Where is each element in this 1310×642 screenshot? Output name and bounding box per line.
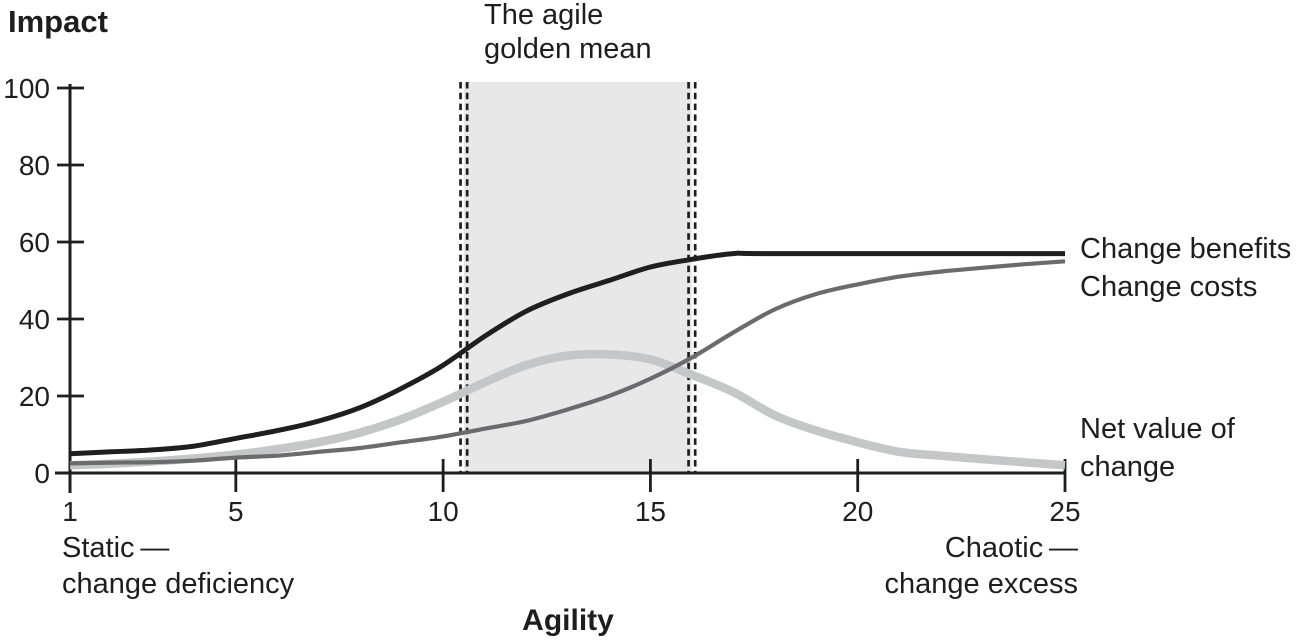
golden-mean-band-label: The agile golden mean <box>484 0 652 65</box>
series-line-net-value-of-change <box>69 349 1066 470</box>
x-tick-label: 5 <box>228 496 244 527</box>
x-axis-title: Agility <box>522 604 614 637</box>
y-tick-label: 80 <box>19 150 50 181</box>
series-line-change-benefits <box>69 250 1065 457</box>
x-tick-label: 1 <box>62 496 78 527</box>
y-tick-label: 100 <box>3 73 50 104</box>
y-tick-label: 60 <box>19 227 50 258</box>
annotation-chaotic-change-excess: Chaotic — change excess <box>884 532 1078 600</box>
y-axis-title: Impact <box>8 4 108 39</box>
x-tick-label: 15 <box>635 496 666 527</box>
x-tick-label: 25 <box>1049 496 1080 527</box>
golden-mean-band <box>463 82 692 473</box>
y-tick-label: 40 <box>19 304 50 335</box>
series-label-change-benefits: Change benefits <box>1080 233 1292 265</box>
annotation-static-change-deficiency: Static — change deficiency <box>62 532 295 600</box>
series-label-change-costs: Change costs <box>1080 271 1258 303</box>
x-tick-label: 10 <box>428 496 459 527</box>
series-label-net-value: Net value of change <box>1080 413 1235 483</box>
y-tick-label: 20 <box>19 381 50 412</box>
x-tick-label: 20 <box>842 496 873 527</box>
y-tick-label: 0 <box>34 458 50 489</box>
series-line-change-costs <box>69 259 1066 466</box>
